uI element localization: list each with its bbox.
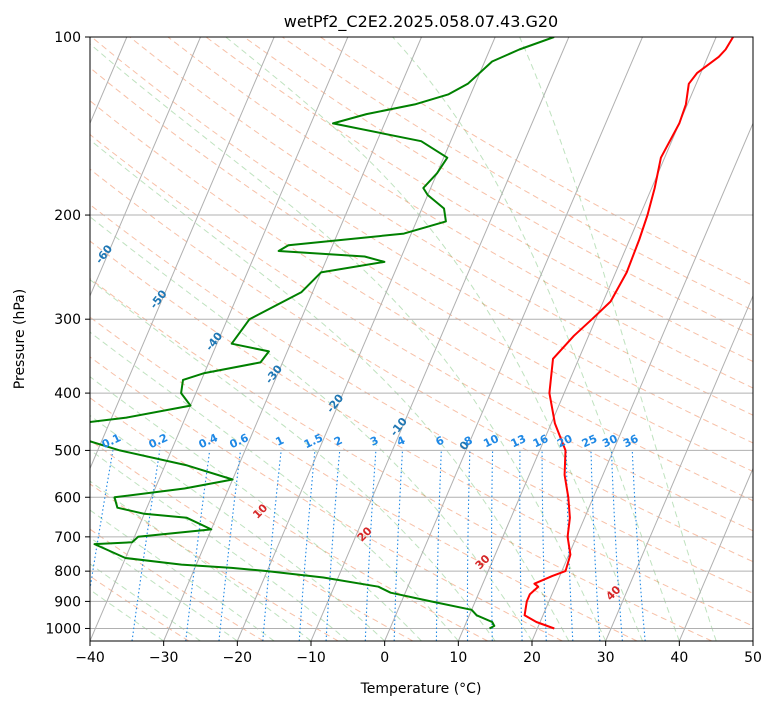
dry-adiabat [129, 37, 753, 416]
isotherm [531, 122, 753, 641]
moist-adiabat [90, 563, 201, 641]
y-tick-label: 200 [54, 208, 81, 224]
isotherm [310, 37, 570, 641]
x-tick-label: 20 [523, 650, 541, 666]
dewpoint-line [90, 37, 555, 630]
moist-adiabat [90, 279, 496, 641]
y-tick-label: 400 [54, 386, 81, 402]
mixing-ratio-line [131, 450, 161, 641]
x-axis-title: Temperature (°C) [360, 681, 482, 697]
isotherm [90, 37, 201, 298]
y-tick-label: 100 [54, 30, 81, 46]
mixing-ratio-label: 36 [621, 432, 641, 450]
y-tick-label: 300 [54, 312, 81, 328]
dry-adiabat [90, 316, 638, 641]
x-tick-label: 40 [670, 650, 688, 666]
mixing-ratio-label: 16 [531, 432, 551, 450]
moist-adiabat [90, 589, 164, 641]
profile-lines [90, 37, 734, 630]
dry-adiabat [90, 356, 563, 641]
isotherm [236, 37, 496, 641]
moist-adiabat [225, 37, 643, 641]
x-tick-label: −10 [296, 650, 326, 666]
dry-adiabat [90, 240, 753, 627]
y-axis: 1000 900 800 700 600 500 400 300 200 100 [45, 30, 90, 637]
moist-adiabat [519, 37, 717, 641]
dry-adiabat [90, 277, 712, 641]
x-tick-label: 10 [449, 650, 467, 666]
y-axis-title: Pressure (hPa) [12, 289, 28, 389]
x-tick-label: 50 [744, 650, 762, 666]
dry-adiabat [243, 37, 753, 337]
isotherm [678, 467, 753, 641]
moist-adiabat [90, 216, 533, 641]
isotherm [605, 294, 753, 641]
moist-adiabat [392, 37, 680, 641]
dry-adiabat [90, 133, 753, 532]
mixing-ratio-line [262, 450, 282, 641]
moist-adiabat [90, 139, 570, 641]
dry-adiabat [91, 37, 753, 444]
x-tick-label: 0 [380, 650, 389, 666]
dry-adiabat [90, 483, 339, 641]
mixing-ratio-label: 25 [580, 432, 599, 450]
dry-adiabat [90, 100, 753, 502]
y-tick-label: 700 [54, 530, 81, 546]
dry-adiabat [90, 168, 753, 563]
mixing-ratio-label: 10 [481, 432, 501, 450]
mixing-ratio-label: 13 [509, 432, 528, 450]
x-tick-label: 30 [597, 650, 615, 666]
isotherm [90, 37, 275, 470]
y-tick-label: 800 [54, 564, 81, 580]
mixing-ratio-line [218, 450, 242, 641]
dry-adiabat [282, 37, 753, 311]
y-tick-label: 1000 [45, 621, 81, 637]
mixing-ratio-label: 30 [600, 432, 620, 450]
chart-title: wetPf2_C2E2.2025.058.07.43.G20 [284, 12, 558, 32]
isotherm [163, 37, 422, 641]
y-tick-label: 600 [54, 490, 81, 506]
isotherm [457, 37, 717, 641]
moist-adiabat [90, 43, 607, 641]
x-tick-label: −30 [149, 650, 179, 666]
temperature-line [523, 37, 734, 630]
x-axis: −40 −30 −20 −10 0 10 20 30 40 50 [75, 641, 762, 666]
dry-adiabat [90, 204, 753, 594]
moist-adiabat [90, 449, 349, 641]
x-tick-label: −20 [223, 650, 253, 666]
mixing-ratio-label: 20 [555, 432, 575, 450]
isotherm [384, 37, 643, 641]
background-lines [90, 37, 753, 641]
moist-adiabat [90, 414, 386, 641]
dry-adiabat [90, 528, 264, 641]
y-tick-label: 900 [54, 594, 81, 610]
plot-frame [89, 36, 754, 642]
mixing-ratio-line [185, 450, 211, 641]
y-tick-label: 500 [54, 443, 81, 459]
moist-adiabat [90, 376, 422, 641]
mixing-ratio-line [90, 450, 114, 593]
x-tick-label: −40 [75, 650, 105, 666]
